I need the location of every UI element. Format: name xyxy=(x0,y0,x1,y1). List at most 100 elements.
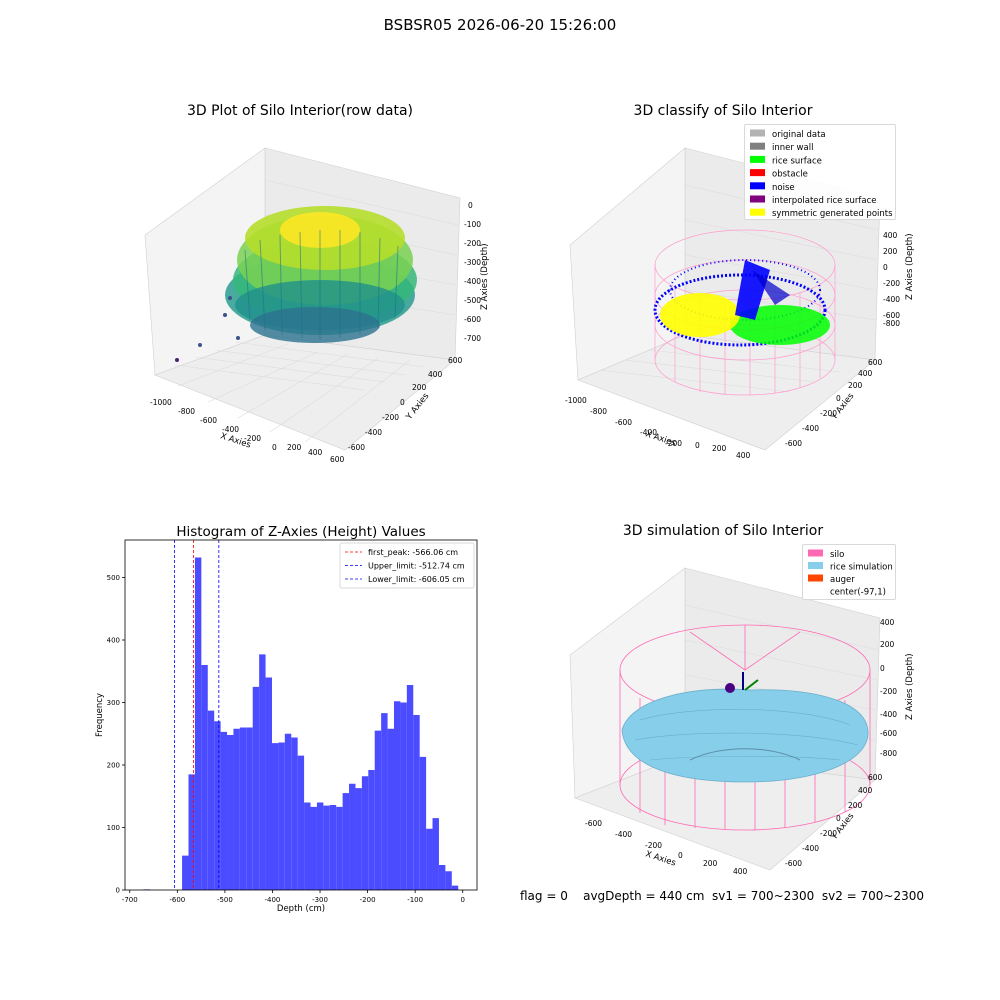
svg-text:-400: -400 xyxy=(802,424,819,433)
svg-text:-800: -800 xyxy=(590,407,607,416)
svg-text:400: 400 xyxy=(858,369,873,378)
y-tick-label: 400 xyxy=(107,637,120,645)
raw-z-label: Z Axies (Depth) xyxy=(480,243,490,310)
histogram-bar xyxy=(259,654,266,890)
legend-swatch xyxy=(808,562,823,569)
svg-text:600: 600 xyxy=(330,455,345,464)
svg-text:0: 0 xyxy=(883,263,888,272)
y-tick-label: 100 xyxy=(107,824,120,832)
plot-frame xyxy=(124,539,478,891)
svg-text:200: 200 xyxy=(287,443,302,452)
figure-title: BSBSR05 2026-06-20 15:26:00 xyxy=(383,16,617,34)
svg-text:200: 200 xyxy=(703,859,718,868)
histogram-bar xyxy=(297,755,305,890)
histogram-bar xyxy=(278,742,285,890)
svg-text:-200: -200 xyxy=(464,239,481,248)
svg-text:-100: -100 xyxy=(464,220,481,229)
svg-text:0: 0 xyxy=(678,851,683,860)
histogram-bar xyxy=(368,770,375,890)
legend-label: Lower_limit: -606.05 cm xyxy=(368,575,465,584)
simulation-z-ticks: 400 200 0 -200 -400 -600 -800 xyxy=(880,618,897,758)
legend-swatch xyxy=(750,195,765,203)
legend-label: rice simulation xyxy=(830,563,893,573)
histogram-bar xyxy=(214,721,221,890)
raw-x-ticks: -1000 -800 -600 -400 -200 0 200 400 600 xyxy=(150,398,345,464)
simulation-3d-plot[interactable]: -600 -400 -200 0 200 400 X Axies -600 -4… xyxy=(540,540,940,890)
classify-y-label: Y Axies xyxy=(829,391,857,423)
histogram-bar xyxy=(271,743,279,890)
svg-text:-200: -200 xyxy=(880,687,897,696)
legend-swatch xyxy=(750,142,765,150)
legend-label: Upper_limit: -512.74 cm xyxy=(368,562,465,571)
histogram-bar xyxy=(182,855,189,890)
y-tick-label: 500 xyxy=(107,574,120,582)
y-tick-label: 300 xyxy=(107,699,120,707)
simulation-legend-entries: silo rice simulation auger center(-97,1) xyxy=(808,549,893,598)
simulation-x-label: X Axies xyxy=(644,849,677,868)
histogram-bar xyxy=(291,737,298,890)
legend-label: first_peak: -566.06 cm xyxy=(368,548,458,557)
raw-3d-plot[interactable]: -1000 -800 -600 -400 -200 0 200 400 600 … xyxy=(120,120,500,470)
histogram-bar xyxy=(284,733,292,890)
classify-z-label: Z Axies (Depth) xyxy=(905,233,915,300)
svg-text:-200: -200 xyxy=(665,439,682,448)
svg-text:-600: -600 xyxy=(883,311,900,320)
status-line: flag = 0 avgDepth = 440 cm sv1 = 700~230… xyxy=(520,889,925,903)
svg-text:200: 200 xyxy=(712,444,727,453)
histogram-bar xyxy=(329,805,337,890)
svg-text:0: 0 xyxy=(695,441,700,450)
histogram-bar xyxy=(304,802,311,890)
legend-swatch xyxy=(750,182,765,190)
histogram-bar xyxy=(207,710,215,890)
histogram-chart[interactable]: Histogram of Z-Axies (Height) Values -70… xyxy=(90,520,490,920)
svg-text:-400: -400 xyxy=(880,710,897,719)
legend-label: symmetric generated points xyxy=(772,209,893,218)
svg-text:-800: -800 xyxy=(880,749,897,758)
histogram-bar xyxy=(252,686,260,890)
x-tick-label: -600 xyxy=(169,896,185,904)
svg-text:600: 600 xyxy=(448,356,463,365)
legend-label: inner wall xyxy=(772,143,813,153)
simulation-y-ticks: -600 -400 -200 0 200 400 600 xyxy=(785,773,883,868)
classify-x-label: X Axies xyxy=(644,429,677,448)
svg-text:-200: -200 xyxy=(883,279,900,288)
histogram-bar xyxy=(227,735,234,890)
histogram-bar xyxy=(323,805,330,890)
histogram-bar xyxy=(400,702,407,890)
histogram-bar xyxy=(451,885,459,890)
svg-text:-500: -500 xyxy=(464,296,481,305)
svg-text:600: 600 xyxy=(868,773,883,782)
histogram-bar xyxy=(426,828,433,890)
svg-text:-800: -800 xyxy=(178,407,195,416)
svg-text:-600: -600 xyxy=(785,439,802,448)
legend-swatch xyxy=(750,169,765,177)
legend-label: rice surface xyxy=(772,156,822,166)
legend-swatch xyxy=(808,574,823,582)
simulation-z-label: Z Axies (Depth) xyxy=(905,653,915,720)
classify-y-ticks: -600 -400 -200 0 200 400 600 xyxy=(785,358,883,448)
histogram-bar xyxy=(381,713,388,890)
histogram-bar xyxy=(387,728,394,890)
histogram-bar xyxy=(220,731,228,890)
histogram-bar xyxy=(194,557,202,890)
svg-text:600: 600 xyxy=(868,358,883,367)
svg-text:-1000: -1000 xyxy=(150,398,172,407)
classify-plot-title: 3D classify of Silo Interior xyxy=(633,103,813,119)
x-tick-label: -200 xyxy=(360,896,376,904)
svg-text:200: 200 xyxy=(848,801,863,810)
legend-label: original data xyxy=(772,130,826,140)
legend-label: auger xyxy=(830,575,855,585)
histogram-bar xyxy=(265,677,272,890)
svg-text:0: 0 xyxy=(836,814,841,823)
x-tick-label: -400 xyxy=(265,896,281,904)
histogram-bar xyxy=(361,776,369,890)
svg-text:-200: -200 xyxy=(645,841,662,850)
svg-text:0: 0 xyxy=(836,394,841,403)
svg-text:-1000: -1000 xyxy=(565,396,587,405)
point-cloud xyxy=(175,206,417,362)
histogram-bar xyxy=(310,806,317,890)
svg-text:-700: -700 xyxy=(464,334,481,343)
histogram-bar xyxy=(336,806,343,890)
histogram-x-ticks: -700 -600 -500 -400 -300 -200 -100 0 xyxy=(122,890,465,904)
histogram-bar xyxy=(419,756,427,890)
